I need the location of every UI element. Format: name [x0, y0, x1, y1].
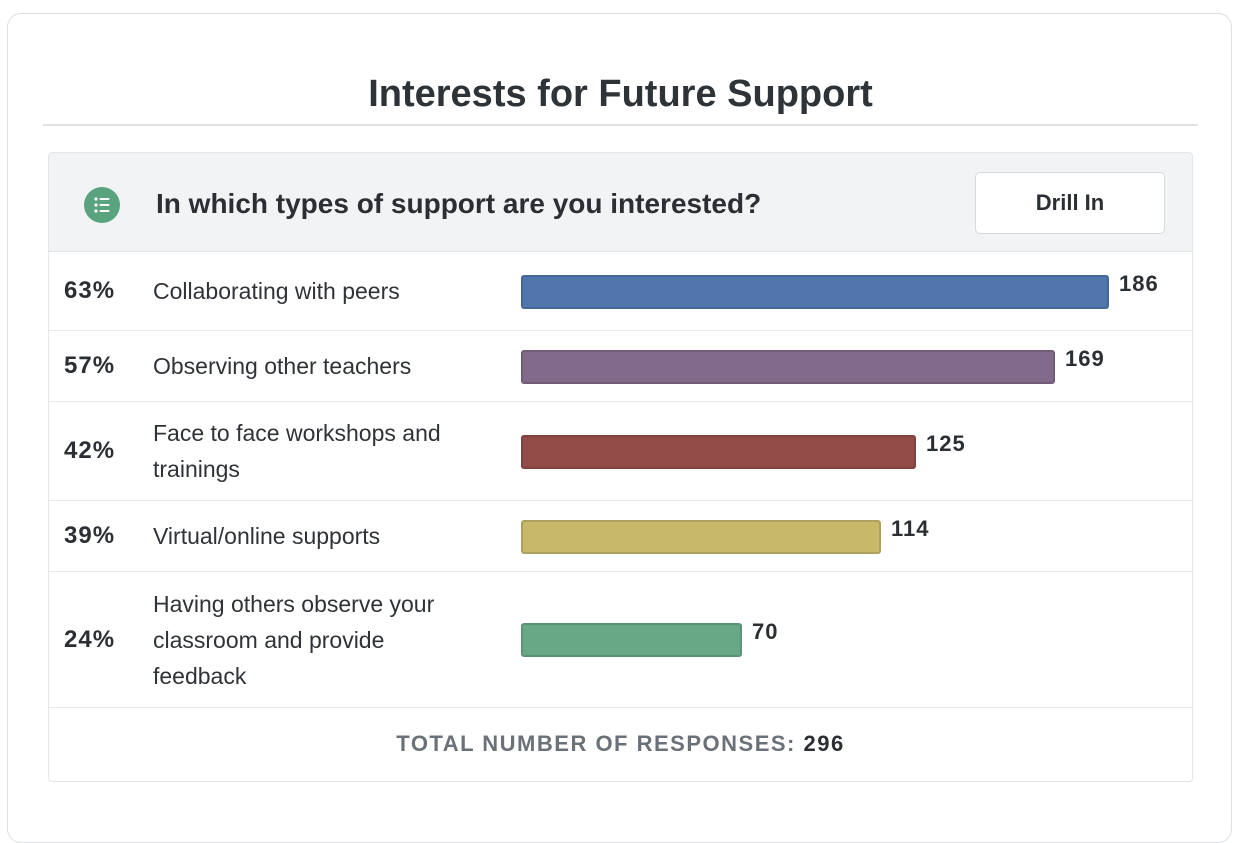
bar-row: 24% Having others observe your classroom …	[49, 572, 1192, 708]
chart-card: Interests for Future Support In which ty…	[7, 13, 1232, 843]
category-label: Face to face workshops and trainings	[153, 420, 441, 482]
category-label: Virtual/online supports	[153, 523, 381, 549]
total-label: TOTAL NUMBER OF RESPONSES:	[396, 731, 796, 756]
count-label: 169	[1065, 345, 1105, 371]
count-label: 186	[1119, 270, 1159, 296]
total-value: 296	[803, 731, 845, 756]
count-label: 125	[926, 430, 966, 456]
bar-row: 42% Face to face workshops and trainings 1…	[49, 402, 1192, 501]
percent-label: 57%	[64, 352, 116, 379]
drill-in-button[interactable]: Drill In	[975, 172, 1165, 234]
count-label: 114	[891, 515, 930, 541]
percent-label: 24%	[64, 625, 116, 653]
percent-label: 63%	[64, 277, 116, 304]
bar	[521, 274, 1109, 309]
question-panel: In which types of support are you intere…	[48, 152, 1193, 782]
list-icon	[84, 187, 120, 223]
bar	[521, 519, 881, 554]
bar	[521, 434, 916, 469]
bar-row: 63% Collaborating with peers 186	[49, 252, 1192, 331]
percent-label: 39%	[64, 522, 116, 549]
question-header: In which types of support are you intere…	[49, 153, 1192, 252]
percent-label: 42%	[64, 437, 116, 464]
bar-row: 39% Virtual/online supports 114	[49, 501, 1192, 572]
total-responses: TOTAL NUMBER OF RESPONSES: 296	[49, 731, 1192, 757]
bar	[521, 349, 1055, 384]
bar	[521, 623, 742, 657]
question-text: In which types of support are you intere…	[156, 188, 762, 219]
category-label: Having others observe your classroom and…	[153, 590, 435, 689]
count-label: 70	[752, 619, 779, 644]
category-label: Observing other teachers	[153, 353, 412, 379]
card-title: Interests for Future Support	[368, 73, 873, 115]
title-divider	[43, 124, 1198, 126]
category-label: Collaborating with peers	[153, 278, 400, 304]
bar-row: 57% Observing other teachers 169	[49, 331, 1192, 402]
